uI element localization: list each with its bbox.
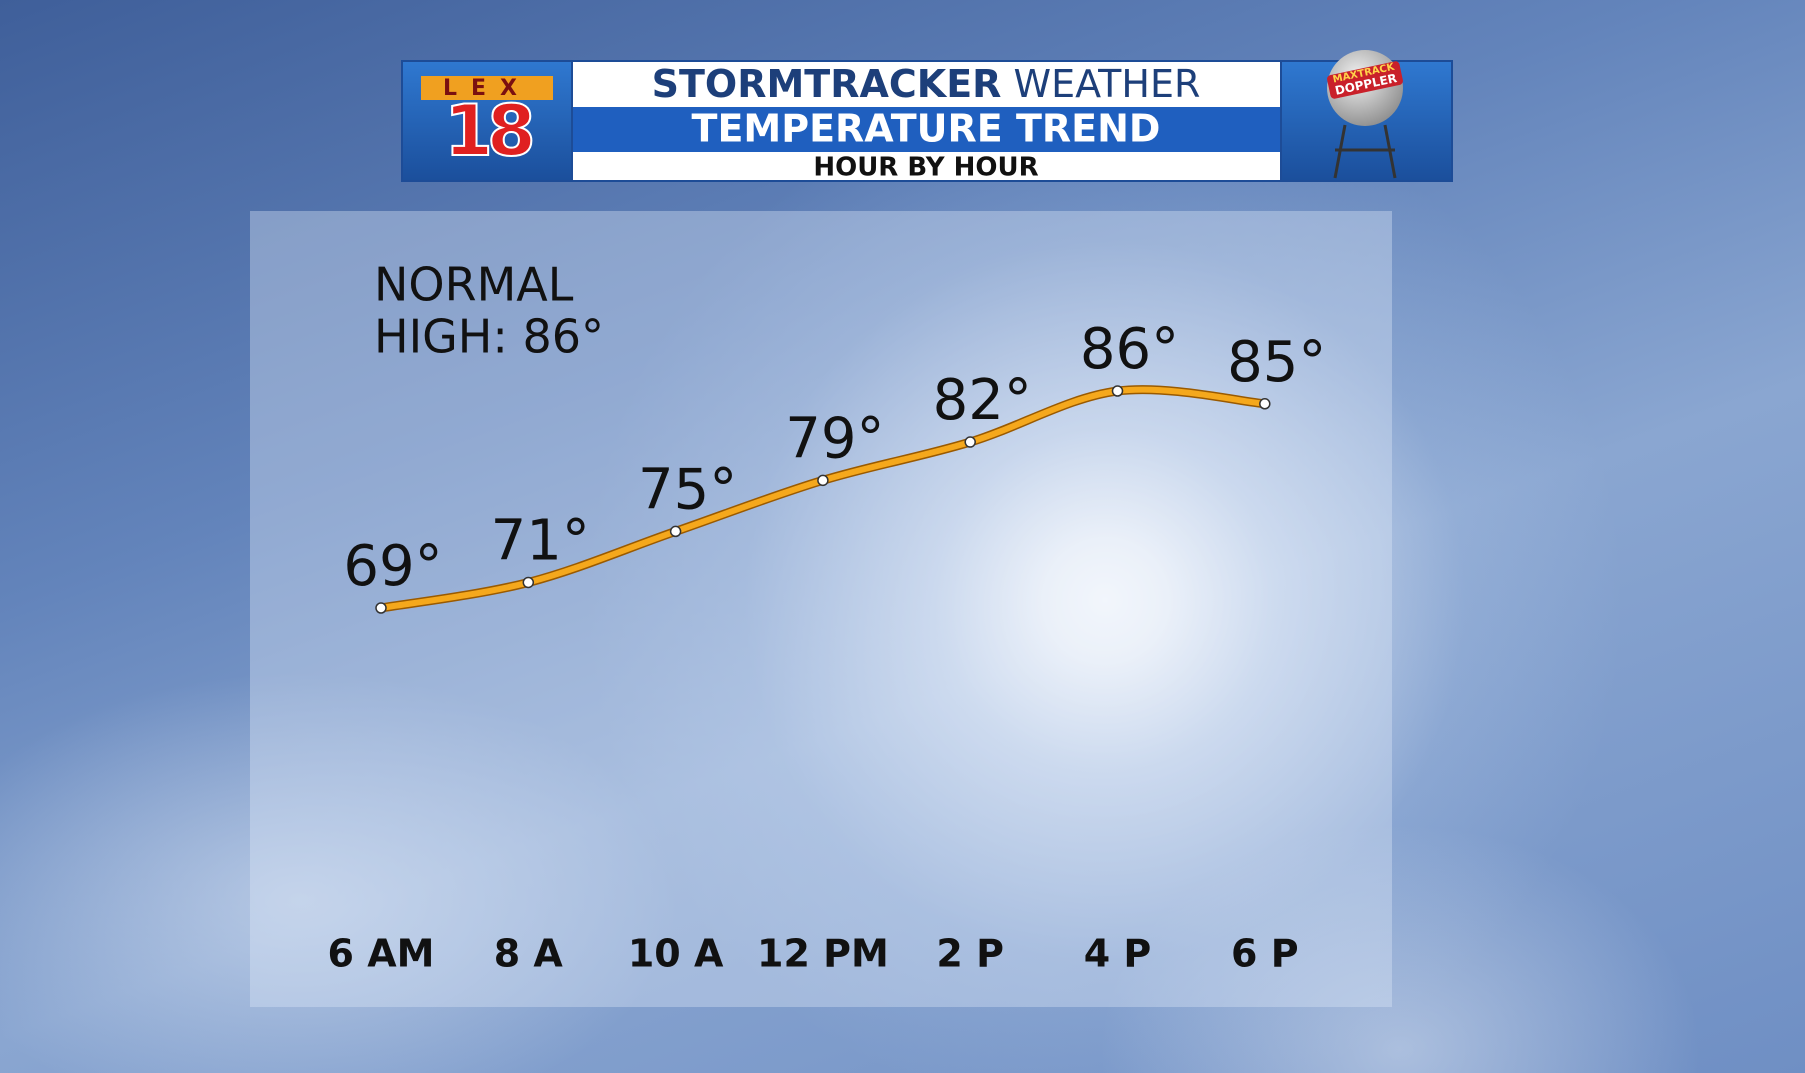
plot: 6 AM 8 A 10 A 12 PM 2 P 4 P 6 P 69° 71° 75° 79° 82°…	[328, 317, 1327, 975]
value-label: 86°	[1080, 317, 1179, 382]
point	[1111, 385, 1124, 397]
x-tick-label: 6 P	[1231, 932, 1299, 976]
value-label: 79°	[785, 406, 884, 471]
x-tick-label: 8 A	[494, 932, 564, 976]
subtitle-row	[573, 107, 1280, 152]
value-label: 75°	[638, 458, 737, 523]
logo-band	[421, 76, 553, 100]
point	[1259, 398, 1271, 410]
logo-letters: LEX	[443, 76, 531, 101]
point	[522, 576, 535, 589]
point	[964, 436, 976, 448]
badge-label	[1327, 61, 1403, 99]
value-label: 71°	[491, 509, 590, 574]
chart-title: TEMPERATURE TREND	[692, 107, 1161, 151]
value-label: 69°	[343, 534, 442, 599]
value-label: 85°	[1227, 330, 1326, 395]
header: LEX 18 STORMTRACKER WEATHER TEMPERATURE …	[401, 50, 1453, 183]
x-tick-label: 10 A	[628, 932, 724, 976]
title-row	[573, 62, 1280, 107]
brand: STORMTRACKER	[652, 62, 1002, 106]
point	[375, 602, 387, 614]
x-tick-label: 4 P	[1084, 932, 1152, 976]
caption-row	[573, 152, 1280, 180]
value-label: 82°	[933, 368, 1032, 433]
chart-panel	[250, 211, 1392, 1007]
header-brand: STORMTRACKER WEATHER	[652, 62, 1201, 106]
point	[817, 474, 829, 487]
logo-number: 18	[444, 90, 532, 172]
x-tick-label: 12 PM	[757, 932, 889, 976]
brand-suffix: WEATHER	[1014, 62, 1201, 106]
chart-subtitle: HOUR BY HOUR	[813, 153, 1038, 183]
annotation: NORMAL	[374, 258, 574, 312]
x-tick-label: 6 AM	[328, 932, 435, 976]
x-tick-label: 2 P	[936, 932, 1004, 976]
annotation: HIGH: 86°	[374, 310, 604, 364]
point	[669, 525, 682, 538]
